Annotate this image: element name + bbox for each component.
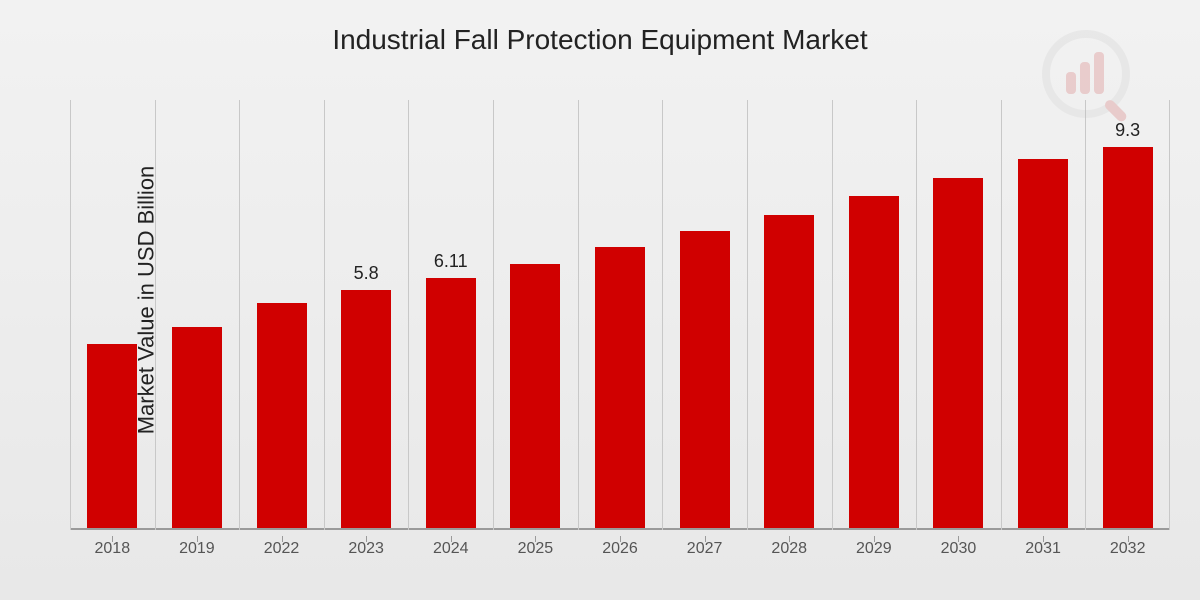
vertical-gridline: [832, 100, 833, 530]
x-tick-label: 2019: [155, 540, 240, 558]
bar: 5.8: [341, 290, 391, 528]
vertical-gridline: [1169, 100, 1170, 530]
bar: [87, 344, 137, 528]
vertical-gridline: [239, 100, 240, 530]
x-tick-mark: [1043, 536, 1044, 542]
x-tick-label: 2024: [408, 540, 493, 558]
x-tick-mark: [705, 536, 706, 542]
x-tick-label: 2028: [747, 540, 832, 558]
x-tick-label: 2030: [916, 540, 1001, 558]
bar-slot: 9.3: [1085, 100, 1170, 530]
bar-slot: 6.11: [408, 100, 493, 530]
vertical-gridline: [578, 100, 579, 530]
x-tick-mark: [112, 536, 113, 542]
bar-slot: 5.8: [324, 100, 409, 530]
vertical-gridline: [70, 100, 71, 530]
x-tick-label: 2026: [578, 540, 663, 558]
bar: [849, 196, 899, 528]
x-tick-mark: [282, 536, 283, 542]
x-tick-label: 2022: [239, 540, 324, 558]
x-tick-label: 2031: [1001, 540, 1086, 558]
vertical-gridline: [155, 100, 156, 530]
x-tick-mark: [874, 536, 875, 542]
bar-slot: [578, 100, 663, 530]
bar: [172, 327, 222, 528]
vertical-gridline: [747, 100, 748, 530]
bar: [933, 178, 983, 528]
bar-slot: [155, 100, 240, 530]
vertical-gridline: [408, 100, 409, 530]
bar-slot: [239, 100, 324, 530]
bar: 6.11: [426, 278, 476, 528]
x-tick-label: 2025: [493, 540, 578, 558]
bar: [510, 264, 560, 528]
bar: 9.3: [1103, 147, 1153, 528]
x-tick-label: 2027: [662, 540, 747, 558]
x-tick-mark: [1128, 536, 1129, 542]
bar-slot: [1001, 100, 1086, 530]
x-tick-mark: [197, 536, 198, 542]
bar: [595, 247, 645, 528]
x-axis-labels: 2018201920222023202420252026202720282029…: [70, 534, 1170, 564]
x-tick-label: 2023: [324, 540, 409, 558]
vertical-gridline: [916, 100, 917, 530]
x-tick-mark: [535, 536, 536, 542]
bar-slot: [747, 100, 832, 530]
bar: [764, 215, 814, 528]
x-tick-mark: [958, 536, 959, 542]
bar-slot: [493, 100, 578, 530]
bar-value-label: 5.8: [354, 263, 379, 290]
bar-slot: [70, 100, 155, 530]
vertical-gridline: [1001, 100, 1002, 530]
x-tick-label: 2018: [70, 540, 155, 558]
vertical-gridline: [1085, 100, 1086, 530]
bar-slot: [916, 100, 1001, 530]
x-tick-mark: [366, 536, 367, 542]
bar: [257, 303, 307, 528]
vertical-gridline: [324, 100, 325, 530]
x-tick-label: 2029: [832, 540, 917, 558]
x-tick-mark: [451, 536, 452, 542]
x-tick-mark: [620, 536, 621, 542]
bar-slot: [832, 100, 917, 530]
bar: [1018, 159, 1068, 528]
chart-title: Industrial Fall Protection Equipment Mar…: [0, 24, 1200, 56]
watermark-logo-icon: [1040, 28, 1140, 133]
x-tick-label: 2032: [1085, 540, 1170, 558]
bar-slot: [662, 100, 747, 530]
bar-value-label: 6.11: [434, 251, 468, 278]
plot-area: 5.8 6.11 9.3: [70, 100, 1170, 530]
vertical-gridline: [662, 100, 663, 530]
vertical-gridline: [493, 100, 494, 530]
bar: [680, 231, 730, 528]
x-tick-mark: [789, 536, 790, 542]
